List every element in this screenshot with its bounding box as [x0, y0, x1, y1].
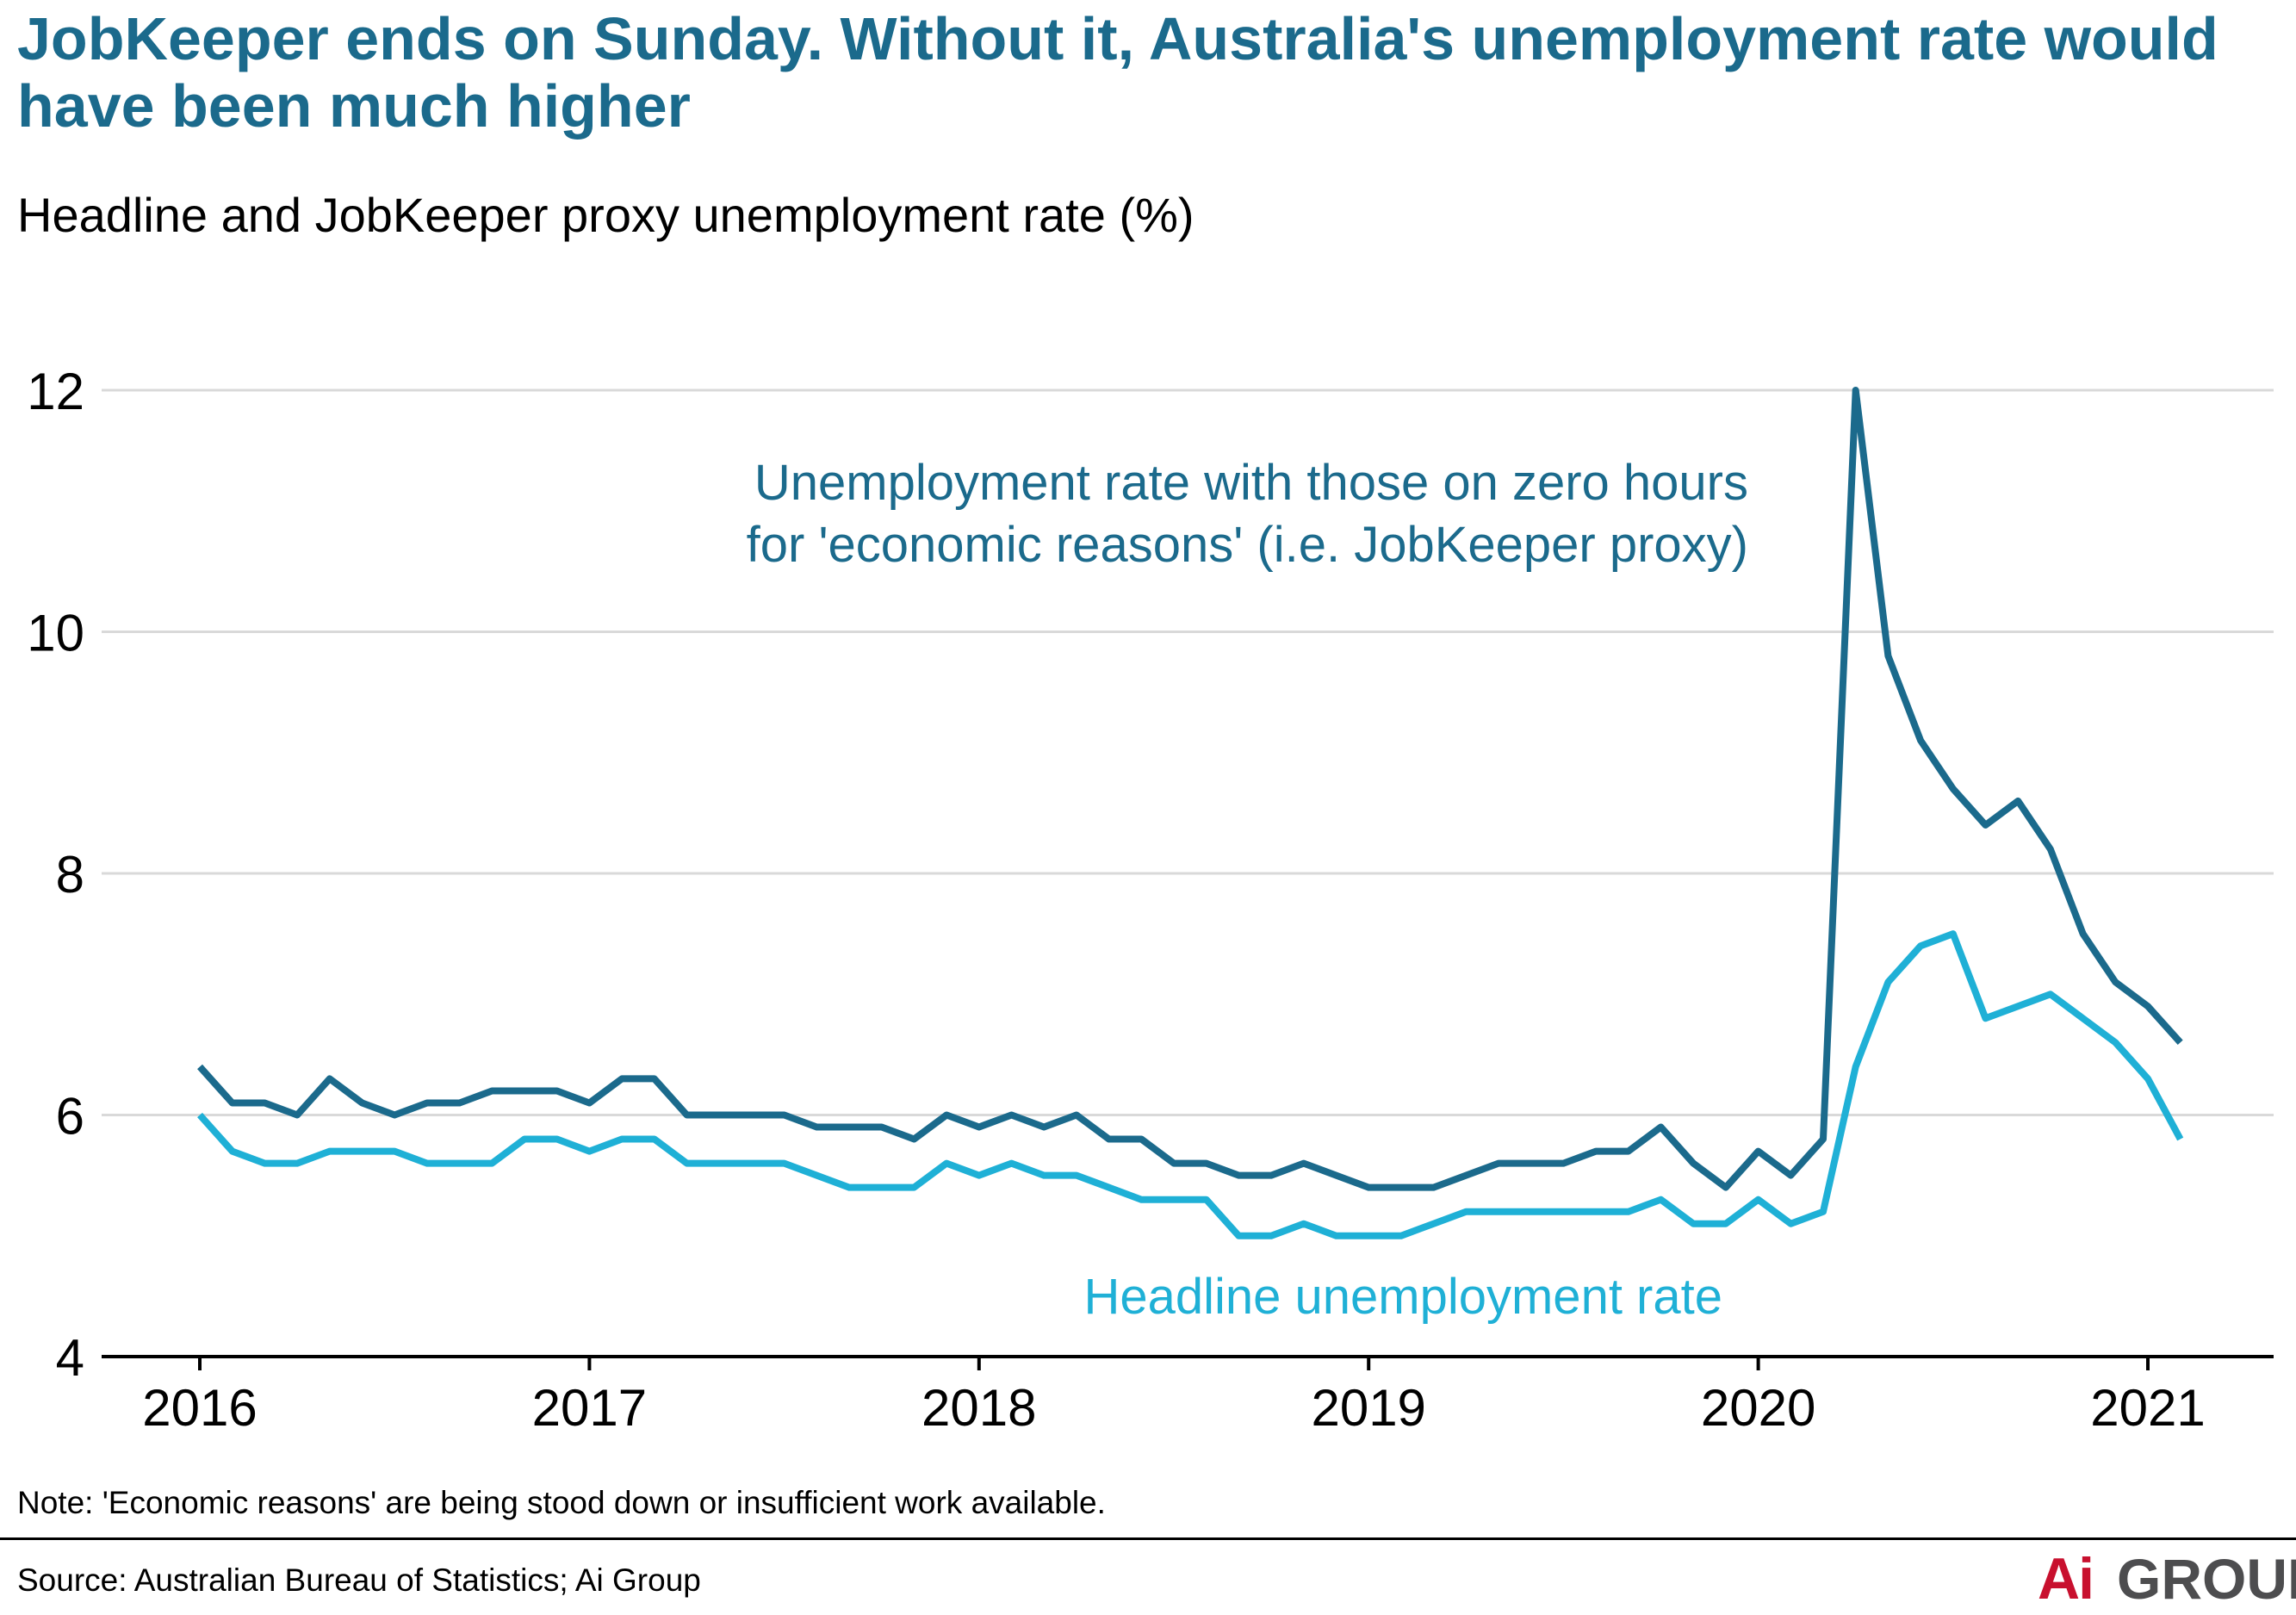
proxy-series-label: Unemployment rate with those on zero hou… [754, 455, 1748, 511]
chart-source: Source: Australian Bureau of Statistics;… [17, 1562, 701, 1598]
y-tick-label: 8 [56, 846, 84, 904]
line-chart: 4 6 8 10 12 2016 2017 2018 2019 2020 2021 Unemploy… [27, 363, 2274, 1437]
x-tick-label: 2016 [142, 1379, 257, 1437]
x-tick-label: 2017 [532, 1379, 647, 1437]
x-tick-label: 2020 [1701, 1379, 1815, 1437]
x-tick-label: 2018 [922, 1379, 1036, 1437]
chart-note: Note: 'Economic reasons' are being stood… [17, 1485, 1106, 1520]
y-tick-label: 12 [27, 363, 84, 420]
x-tick-label: 2021 [2090, 1379, 2205, 1437]
footer-divider [0, 1537, 2296, 1540]
headline-series-label: Headline unemployment rate [1083, 1269, 1722, 1325]
logo-group-text: GROUP [2117, 1547, 2296, 1611]
proxy-series-line [197, 387, 2183, 1191]
y-tick-label: 6 [56, 1088, 84, 1146]
chart-title: JobKeeper ends on Sunday. Without it, Au… [17, 5, 2218, 140]
proxy-series-label: for 'economic reasons' (i.e. JobKeeper p… [747, 517, 1748, 573]
chart-subtitle: Headline and JobKeeper proxy unemploymen… [17, 188, 1195, 242]
headline-series-line [197, 930, 2184, 1239]
y-tick-label: 4 [56, 1329, 84, 1387]
y-tick-label: 10 [27, 605, 84, 662]
x-tick-label: 2019 [1311, 1379, 1425, 1437]
logo-ai-text: Ai [2038, 1546, 2094, 1612]
ai-group-logo: Ai GROUP [2038, 1546, 2296, 1612]
